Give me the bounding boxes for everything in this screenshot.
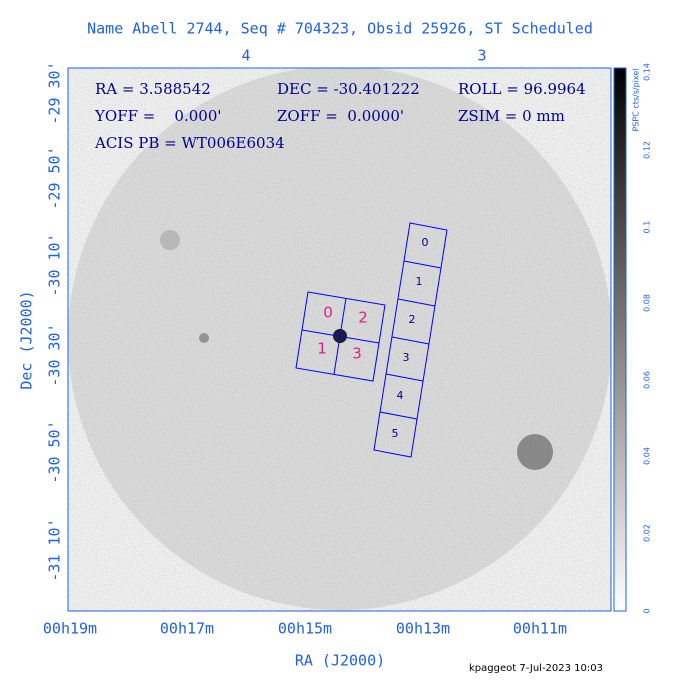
- y-label: Dec (J2000): [18, 290, 36, 389]
- footer: kpaggeot 7-Jul-2023 10:03: [469, 663, 603, 674]
- info-text: ROLL = 96.9964: [458, 80, 586, 98]
- acis-i-label: 1: [317, 340, 327, 358]
- info-text: DEC = -30.401222: [277, 80, 420, 98]
- y-tick-label: -29 30': [46, 61, 64, 124]
- colorbar-tick-label: 0.06: [643, 371, 652, 389]
- acis-s-label: 5: [392, 427, 399, 440]
- x-tick-label: 00h19m: [43, 620, 97, 638]
- y-tick-label: -30 10': [46, 233, 64, 296]
- colorbar-label: PSPC cts/s/pixel: [632, 68, 641, 131]
- x-tick-label: 00h13m: [396, 620, 450, 638]
- acis-s-label: 1: [416, 275, 423, 288]
- acis-s-label: 0: [422, 236, 429, 249]
- x-tick-label: 00h17m: [160, 620, 214, 638]
- y-tick-label: -31 10': [46, 518, 64, 581]
- frame: [67, 67, 612, 612]
- colorbar-tick-label: 0.12: [643, 141, 652, 159]
- acis-i-label: 3: [352, 345, 362, 363]
- acis-i-label: 0: [323, 304, 333, 322]
- top-tick-label: 3: [477, 47, 486, 65]
- acis-s-label: 4: [397, 389, 404, 402]
- info-text: YOFF = 0.000': [94, 107, 222, 125]
- info-text: ZSIM = 0 mm: [458, 107, 565, 125]
- x-label: RA (J2000): [295, 652, 385, 670]
- top-tick-label: 4: [241, 47, 250, 65]
- info-text: ZOFF = 0.0000': [277, 107, 404, 125]
- colorbar-tick-label: 0.04: [643, 447, 652, 465]
- y-tick-label: -29 50': [46, 146, 64, 209]
- x-tick-label: 00h11m: [513, 620, 567, 638]
- info-text: RA = 3.588542: [95, 80, 211, 98]
- y-tick-label: -30 50': [46, 420, 64, 483]
- info-text: ACIS PB = WT006E6034: [94, 134, 285, 152]
- colorbar-tick-label: 0.14: [643, 63, 652, 81]
- colorbar-tick-label: 0.08: [643, 294, 652, 312]
- acis-s-label: 3: [403, 351, 410, 364]
- colorbar: [613, 67, 627, 612]
- x-tick-label: 00h15m: [278, 620, 332, 638]
- colorbar-tick-label: 0.02: [643, 524, 652, 542]
- title: Name Abell 2744, Seq # 704323, Obsid 259…: [87, 20, 593, 38]
- acis-i-label: 2: [358, 309, 368, 327]
- colorbar-tick-label: 0.1: [643, 221, 652, 234]
- acis-chips: [295, 222, 448, 458]
- y-tick-label: -30 30': [46, 323, 64, 386]
- colorbar-tick-label: 0: [643, 608, 652, 613]
- acis-s-label: 2: [409, 313, 416, 326]
